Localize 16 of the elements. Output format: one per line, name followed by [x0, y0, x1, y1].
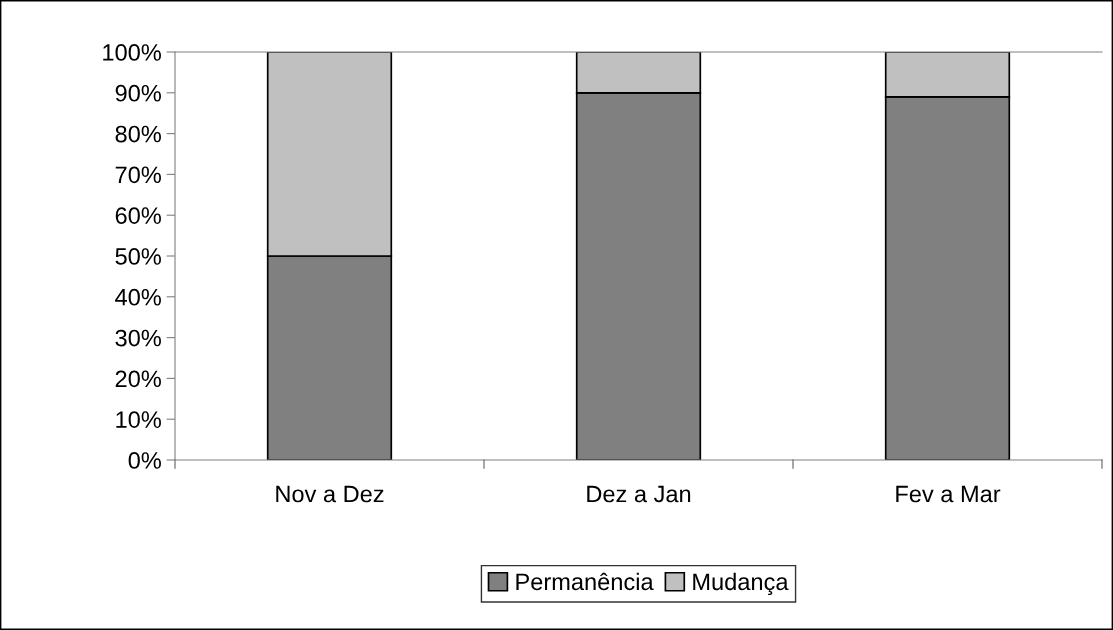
y-tick-label: 30%: [115, 329, 161, 347]
y-tick-label: 90%: [115, 84, 161, 102]
y-tick-label: 0%: [128, 452, 161, 469]
legend-label: Mudança: [693, 572, 789, 595]
y-tick-label: 10%: [116, 411, 161, 428]
legend-label: Permanência: [516, 572, 654, 591]
y-tick-label: 40%: [115, 288, 161, 306]
x-tick-label: Nov a Dez: [276, 485, 384, 503]
y-tick-label: 70%: [115, 166, 161, 184]
y-tick-label: 60%: [115, 207, 161, 224]
x-tick-label: Fev a Mar: [896, 485, 1001, 503]
y-tick-label: 80%: [115, 125, 161, 143]
x-tick-label: Dez a Jan: [587, 485, 691, 503]
y-tick-label: 100%: [103, 44, 161, 61]
y-tick-label: 20%: [115, 370, 161, 388]
y-tick-label: 50%: [115, 248, 161, 265]
